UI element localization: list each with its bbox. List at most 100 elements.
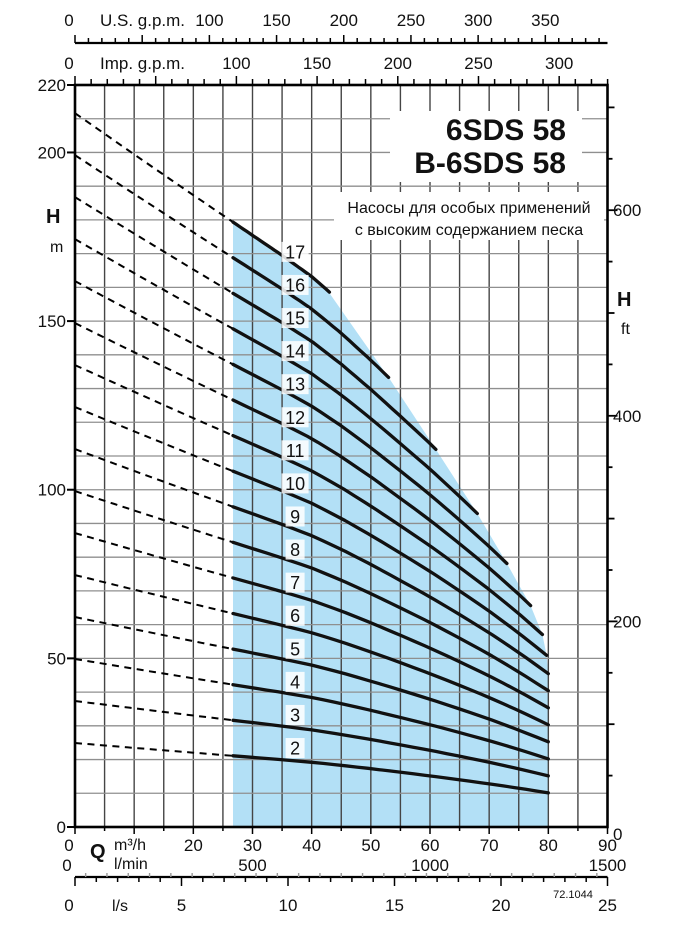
stage-curve-dashed-15 xyxy=(74,196,234,295)
document-code: 72.1044 xyxy=(553,889,593,901)
curve-label-17: 17 xyxy=(285,242,305,262)
right-axis-title: H xyxy=(617,289,631,311)
us-gpm-axis-label: U.S. g.p.m. xyxy=(100,11,185,30)
us-gpm-tick-label: 350 xyxy=(531,11,559,30)
curve-label-backdrop xyxy=(285,605,305,626)
stage-curve-dashed-2 xyxy=(74,742,234,757)
curve-label-5: 5 xyxy=(290,639,300,659)
q-m3h-tick-label: 0 xyxy=(64,836,73,855)
h-m-tick-label: 100 xyxy=(38,481,66,500)
curve-label-backdrop xyxy=(281,473,309,494)
stage-curve-4 xyxy=(231,683,550,761)
q-ls-tick-label: 10 xyxy=(279,896,298,915)
h-ft-tick-label: 600 xyxy=(613,201,641,220)
curve-label-7: 7 xyxy=(290,573,300,593)
curve-label-4: 4 xyxy=(290,672,300,692)
imp-gpm-tick-label: 200 xyxy=(384,54,412,73)
h-m-tick-label: 0 xyxy=(57,818,66,837)
stage-curves: 2 3 4 5 6 7 8 9 10 11 12 13 14 15 16 17 xyxy=(74,112,550,795)
stage-curve-dashed-5 xyxy=(74,616,234,651)
curve-label-backdrop xyxy=(285,506,305,527)
h-ft-tick-label: 400 xyxy=(613,407,641,426)
q-axis-title: Q xyxy=(90,841,106,863)
chart-title-2: B-6SDS 58 xyxy=(414,147,566,180)
q-ls-tick-label: 5 xyxy=(177,896,186,915)
us-gpm-tick-label: 150 xyxy=(262,11,290,30)
right-axis-unit: ft xyxy=(621,321,630,338)
stage-curve-3 xyxy=(231,718,550,778)
q-m3h-tick-label: 60 xyxy=(421,836,440,855)
imp-gpm-tick-label: 100 xyxy=(222,54,250,73)
stage-curve-dashed-4 xyxy=(74,658,234,686)
us-gpm-tick-label: 200 xyxy=(330,11,358,30)
stage-curve-8 xyxy=(231,540,550,693)
subtitle-backdrop xyxy=(334,192,604,240)
stage-curve-dashed-6 xyxy=(74,574,234,615)
curve-label-backdrop xyxy=(281,241,309,262)
h-m-tick-label: 150 xyxy=(38,312,66,331)
h-m-tick-label: 200 xyxy=(38,143,66,162)
stage-curve-dashed-8 xyxy=(74,490,234,544)
q-lmin-tick-label: 500 xyxy=(238,856,266,875)
chart-subtitle-2: с высоким содержанием песка xyxy=(355,222,583,239)
curve-label-backdrop xyxy=(281,440,309,461)
curve-label-11: 11 xyxy=(286,441,305,461)
curve-label-9: 9 xyxy=(290,507,300,527)
title-backdrop xyxy=(390,111,582,182)
stage-curve-14 xyxy=(231,327,479,516)
q-ls-tick-label: 0 xyxy=(64,896,73,915)
curve-label-14: 14 xyxy=(285,342,305,362)
curve-label-backdrop xyxy=(285,671,305,692)
imp-gpm-tick-label: 150 xyxy=(303,54,331,73)
curve-label-3: 3 xyxy=(290,705,300,725)
imp-gpm-tick-label: 250 xyxy=(464,54,492,73)
stage-curve-17 xyxy=(231,220,332,294)
curve-label-12: 12 xyxy=(285,408,305,428)
stage-curve-dashed-11 xyxy=(74,364,234,437)
stage-curve-dashed-7 xyxy=(74,532,234,579)
q-lmin-tick-label: 1500 xyxy=(589,856,627,875)
static-labels: U.S. g.p.m. Imp. g.p.m. H m H ft Q m³/h … xyxy=(46,11,631,915)
curve-label-backdrop xyxy=(281,274,309,295)
q-axis-unit-ls: l/s xyxy=(112,898,128,915)
q-axis-unit-m3h: m³/h xyxy=(114,837,146,854)
us-gpm-tick-label: 0 xyxy=(64,11,73,30)
h-m-tick-label: 50 xyxy=(47,649,66,668)
curve-label-backdrop xyxy=(285,572,305,593)
q-lmin-tick-label: 1000 xyxy=(411,856,449,875)
stage-curve-dashed-3 xyxy=(74,700,234,722)
stage-curve-15 xyxy=(231,291,438,452)
stage-curve-9 xyxy=(231,505,550,676)
stage-curve-16 xyxy=(231,256,391,380)
curve-label-16: 16 xyxy=(285,275,305,295)
q-ls-tick-label: 20 xyxy=(492,896,511,915)
curve-label-8: 8 xyxy=(290,540,300,560)
curve-label-6: 6 xyxy=(290,606,300,626)
imp-gpm-tick-label: 0 xyxy=(64,54,73,73)
stage-curve-dashed-13 xyxy=(74,280,234,366)
curve-label-backdrop xyxy=(285,704,305,725)
axes-and-ticks xyxy=(67,35,618,886)
imp-gpm-axis-label: Imp. g.p.m. xyxy=(100,54,185,73)
q-lmin-tick-label: 0 xyxy=(62,856,71,875)
curve-label-15: 15 xyxy=(285,309,305,329)
curve-label-backdrop xyxy=(281,407,309,428)
q-ls-tick-label: 15 xyxy=(385,896,404,915)
q-m3h-tick-label: 80 xyxy=(539,836,558,855)
h-m-tick-label: 220 xyxy=(38,76,66,95)
curve-label-backdrop xyxy=(281,341,309,362)
stage-curve-6 xyxy=(231,611,550,727)
curve-label-13: 13 xyxy=(285,375,305,395)
stage-curve-dashed-14 xyxy=(74,238,234,330)
q-ls-tick-label: 25 xyxy=(598,896,617,915)
curve-label-backdrop xyxy=(285,539,305,560)
stage-curve-2 xyxy=(231,754,550,795)
q-m3h-tick-label: 30 xyxy=(243,836,262,855)
stage-curve-dashed-10 xyxy=(74,406,234,473)
h-ft-tick-label: 0 xyxy=(613,825,622,844)
q-axis-unit-lmin: l/min xyxy=(114,856,148,873)
h-ft-tick-label: 200 xyxy=(613,612,641,631)
